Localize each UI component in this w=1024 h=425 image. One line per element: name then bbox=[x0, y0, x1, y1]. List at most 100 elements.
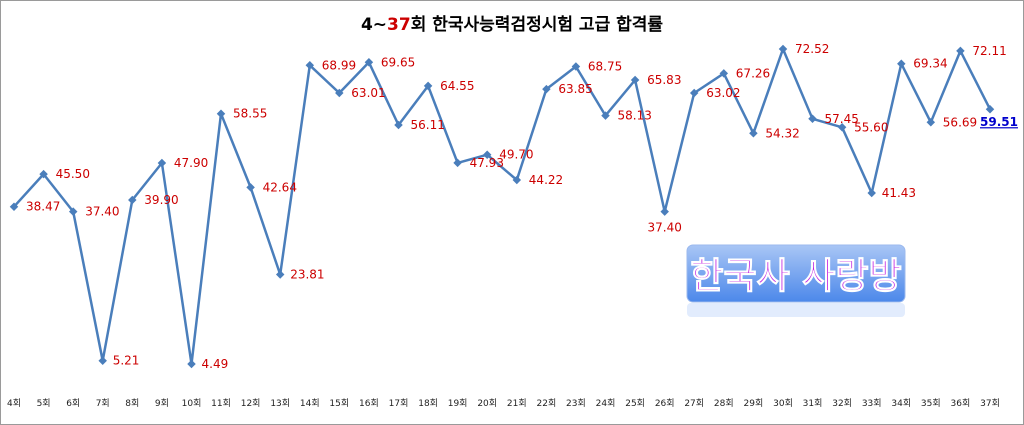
data-point bbox=[749, 129, 758, 138]
title-highlight: 37 bbox=[387, 15, 411, 35]
x-tick-label: 23회 bbox=[566, 398, 586, 409]
data-point bbox=[808, 114, 817, 124]
badge-reflection bbox=[687, 303, 905, 317]
data-label: 4.49 bbox=[202, 357, 229, 371]
x-tick-label: 9회 bbox=[155, 398, 169, 409]
data-label: 41.43 bbox=[882, 186, 916, 200]
data-point bbox=[453, 158, 462, 168]
x-tick-label: 13회 bbox=[270, 398, 290, 409]
x-tick-label: 32회 bbox=[832, 398, 852, 409]
data-label: 38.47 bbox=[26, 200, 60, 214]
series-line bbox=[13, 47, 992, 366]
data-point bbox=[157, 158, 167, 168]
data-label: 39.90 bbox=[144, 193, 178, 207]
x-tick-label: 8회 bbox=[125, 398, 139, 409]
data-label: 47.93 bbox=[470, 156, 504, 170]
data-label: 69.34 bbox=[913, 57, 947, 71]
data-label: 68.99 bbox=[322, 58, 356, 72]
data-point bbox=[187, 359, 196, 369]
data-point bbox=[926, 118, 936, 127]
x-tick-label: 5회 bbox=[37, 398, 51, 409]
x-tick-label: 17회 bbox=[389, 398, 409, 409]
x-tick-label: 15회 bbox=[329, 398, 349, 409]
data-label: 63.02 bbox=[706, 86, 740, 100]
x-tick-label: 36회 bbox=[951, 398, 971, 409]
x-tick-label: 6회 bbox=[66, 398, 80, 409]
data-labels: 38.47 45.50 37.40 5.21 39.90 47.90 4.49 58.55 42… bbox=[26, 42, 1018, 371]
data-point bbox=[39, 169, 48, 179]
x-tick-label: 21회 bbox=[507, 398, 527, 409]
data-label: 63.85 bbox=[558, 82, 592, 96]
x-tick-label: 34회 bbox=[891, 398, 911, 409]
x-tick-label: 20회 bbox=[477, 398, 497, 409]
data-point bbox=[98, 356, 107, 365]
badge-background bbox=[686, 244, 906, 303]
x-tick-label: 16회 bbox=[359, 398, 379, 409]
data-label: 57.45 bbox=[825, 112, 859, 126]
badge-text: 한국사 사랑방 bbox=[690, 256, 901, 297]
data-point bbox=[778, 44, 788, 54]
data-label: 56.11 bbox=[411, 118, 445, 132]
chart-title: 4~37회 한국사능력검정시험 고급 합격률 bbox=[361, 14, 663, 35]
x-tick-label: 19회 bbox=[448, 398, 468, 409]
data-label: 72.11 bbox=[972, 44, 1006, 58]
data-point bbox=[246, 183, 255, 192]
x-tick-label: 4회 bbox=[7, 398, 21, 409]
x-tick-label: 27회 bbox=[684, 398, 704, 409]
data-label: 42.64 bbox=[263, 180, 297, 194]
x-tick-label: 29회 bbox=[744, 398, 764, 409]
data-label: 64.55 bbox=[440, 79, 474, 93]
data-point bbox=[660, 207, 669, 216]
data-label: 67.26 bbox=[736, 66, 770, 80]
data-point bbox=[897, 59, 906, 68]
data-label: 37.40 bbox=[85, 205, 119, 219]
data-label: 59.51 bbox=[980, 115, 1018, 129]
data-label: 58.13 bbox=[618, 109, 652, 123]
x-tick-label: 14회 bbox=[300, 398, 320, 409]
data-label: 45.50 bbox=[56, 167, 90, 181]
data-point bbox=[867, 188, 876, 198]
x-tick-label: 37회 bbox=[980, 398, 1000, 409]
x-tick-label: 30회 bbox=[773, 398, 793, 409]
data-point bbox=[394, 120, 403, 130]
data-label: 47.90 bbox=[174, 156, 208, 170]
title-prefix: 4~ bbox=[361, 15, 387, 35]
data-label: 56.69 bbox=[943, 115, 977, 129]
data-point bbox=[423, 81, 433, 91]
x-tick-label: 22회 bbox=[537, 398, 557, 409]
x-tick-label: 11회 bbox=[211, 398, 231, 409]
data-label: 37.40 bbox=[648, 221, 682, 235]
x-tick-label: 28회 bbox=[714, 398, 734, 409]
data-label: 5.21 bbox=[113, 354, 140, 368]
data-label: 44.22 bbox=[529, 173, 563, 187]
data-point bbox=[364, 58, 374, 67]
data-label: 55.60 bbox=[854, 120, 888, 134]
data-label: 72.52 bbox=[795, 42, 829, 56]
data-label: 49.70 bbox=[499, 148, 533, 162]
x-tick-label: 35회 bbox=[921, 398, 941, 409]
x-tick-label: 10회 bbox=[182, 398, 202, 409]
x-tick-label: 24회 bbox=[596, 398, 616, 409]
data-label: 63.01 bbox=[351, 86, 385, 100]
data-point bbox=[985, 104, 995, 114]
data-point bbox=[275, 270, 285, 279]
data-label: 68.75 bbox=[588, 60, 622, 74]
data-label: 58.55 bbox=[233, 107, 267, 121]
data-label: 23.81 bbox=[290, 268, 324, 282]
x-axis-ticks: 4회 5회 6회 7회 8회 9회 10회 11회 12회 13회 14회 15회 16회 17회 18회 1… bbox=[7, 398, 1000, 409]
x-tick-label: 25회 bbox=[625, 398, 645, 409]
data-point bbox=[335, 88, 344, 98]
title-suffix: 회 한국사능력검정시험 고급 합격률 bbox=[411, 14, 664, 35]
data-point bbox=[68, 207, 78, 216]
data-point bbox=[128, 195, 137, 205]
data-point bbox=[482, 150, 492, 159]
data-label: 69.65 bbox=[381, 55, 415, 69]
x-tick-label: 33회 bbox=[862, 398, 882, 409]
data-label: 54.32 bbox=[765, 126, 799, 140]
x-tick-label: 18회 bbox=[418, 398, 438, 409]
x-tick-label: 26회 bbox=[655, 398, 675, 409]
x-tick-label: 31회 bbox=[803, 398, 823, 409]
x-tick-label: 7회 bbox=[96, 398, 110, 409]
